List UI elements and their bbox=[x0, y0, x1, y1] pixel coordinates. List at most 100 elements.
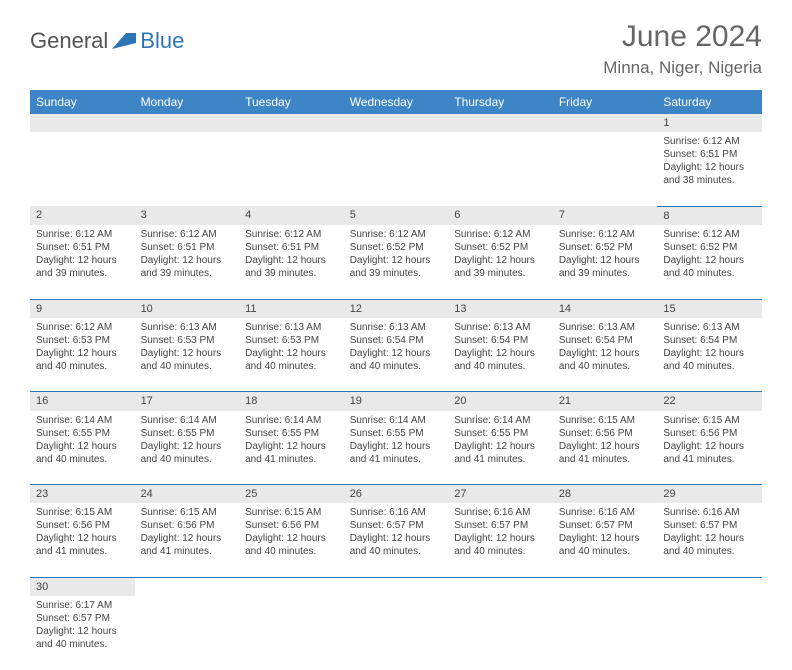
daylight-text: Daylight: 12 hours bbox=[559, 440, 652, 453]
day-detail-cell: Sunrise: 6:14 AMSunset: 6:55 PMDaylight:… bbox=[448, 411, 553, 485]
day-number-cell bbox=[448, 114, 553, 132]
sunrise-text: Sunrise: 6:13 AM bbox=[141, 321, 234, 334]
sunset-text: Sunset: 6:57 PM bbox=[559, 519, 652, 532]
day-detail-cell: Sunrise: 6:12 AMSunset: 6:51 PMDaylight:… bbox=[239, 225, 344, 299]
daylight-text: Daylight: 12 hours bbox=[245, 440, 338, 453]
day-number-cell: 29 bbox=[657, 485, 762, 504]
sunrise-text: Sunrise: 6:15 AM bbox=[141, 506, 234, 519]
day-number-cell bbox=[448, 577, 553, 596]
day-number-cell: 19 bbox=[344, 392, 449, 411]
title-block: June 2024 Minna, Niger, Nigeria bbox=[603, 20, 762, 78]
sunset-text: Sunset: 6:54 PM bbox=[350, 334, 443, 347]
sunset-text: Sunset: 6:52 PM bbox=[454, 241, 547, 254]
daylight-text: Daylight: 12 hours bbox=[141, 254, 234, 267]
daylight-text: Daylight: 12 hours bbox=[350, 347, 443, 360]
daylight-text: and 40 minutes. bbox=[350, 360, 443, 373]
sunrise-text: Sunrise: 6:14 AM bbox=[36, 414, 129, 427]
day-number-row: 1 bbox=[30, 114, 762, 132]
day-detail-cell bbox=[239, 132, 344, 206]
day-number-cell: 6 bbox=[448, 206, 553, 225]
daylight-text: and 39 minutes. bbox=[350, 267, 443, 280]
sunset-text: Sunset: 6:54 PM bbox=[559, 334, 652, 347]
day-number-cell: 7 bbox=[553, 206, 658, 225]
sunset-text: Sunset: 6:56 PM bbox=[141, 519, 234, 532]
day-number-cell bbox=[553, 114, 658, 132]
day-detail-cell: Sunrise: 6:12 AMSunset: 6:52 PMDaylight:… bbox=[553, 225, 658, 299]
sunrise-text: Sunrise: 6:12 AM bbox=[36, 321, 129, 334]
daylight-text: and 40 minutes. bbox=[141, 360, 234, 373]
sunset-text: Sunset: 6:51 PM bbox=[141, 241, 234, 254]
day-number-cell: 2 bbox=[30, 206, 135, 225]
day-detail-cell bbox=[135, 132, 240, 206]
day-number-cell bbox=[553, 577, 658, 596]
day-detail-row: Sunrise: 6:14 AMSunset: 6:55 PMDaylight:… bbox=[30, 411, 762, 485]
day-detail-cell bbox=[448, 596, 553, 670]
day-number-cell: 20 bbox=[448, 392, 553, 411]
day-detail-cell bbox=[657, 596, 762, 670]
sunset-text: Sunset: 6:55 PM bbox=[245, 427, 338, 440]
sunrise-text: Sunrise: 6:16 AM bbox=[559, 506, 652, 519]
sunrise-text: Sunrise: 6:13 AM bbox=[350, 321, 443, 334]
daylight-text: and 41 minutes. bbox=[36, 545, 129, 558]
day-detail-cell: Sunrise: 6:15 AMSunset: 6:56 PMDaylight:… bbox=[30, 503, 135, 577]
daylight-text: and 40 minutes. bbox=[245, 360, 338, 373]
day-detail-cell: Sunrise: 6:13 AMSunset: 6:53 PMDaylight:… bbox=[135, 318, 240, 392]
day-number-cell: 24 bbox=[135, 485, 240, 504]
daylight-text: and 40 minutes. bbox=[663, 545, 756, 558]
daylight-text: Daylight: 12 hours bbox=[663, 440, 756, 453]
sunset-text: Sunset: 6:51 PM bbox=[36, 241, 129, 254]
daylight-text: Daylight: 12 hours bbox=[141, 532, 234, 545]
day-number-cell: 27 bbox=[448, 485, 553, 504]
day-detail-cell: Sunrise: 6:13 AMSunset: 6:54 PMDaylight:… bbox=[657, 318, 762, 392]
daylight-text: Daylight: 12 hours bbox=[350, 440, 443, 453]
day-detail-cell: Sunrise: 6:16 AMSunset: 6:57 PMDaylight:… bbox=[657, 503, 762, 577]
daylight-text: Daylight: 12 hours bbox=[454, 440, 547, 453]
daylight-text: Daylight: 12 hours bbox=[245, 347, 338, 360]
page-title: June 2024 bbox=[603, 20, 762, 54]
daylight-text: and 41 minutes. bbox=[245, 453, 338, 466]
daylight-text: and 41 minutes. bbox=[454, 453, 547, 466]
header: General Blue June 2024 Minna, Niger, Nig… bbox=[30, 20, 762, 78]
daylight-text: Daylight: 12 hours bbox=[559, 254, 652, 267]
sunrise-text: Sunrise: 6:15 AM bbox=[36, 506, 129, 519]
daylight-text: and 40 minutes. bbox=[245, 545, 338, 558]
sunrise-text: Sunrise: 6:12 AM bbox=[663, 228, 756, 241]
daylight-text: and 40 minutes. bbox=[454, 545, 547, 558]
day-number-cell: 21 bbox=[553, 392, 658, 411]
daylight-text: and 40 minutes. bbox=[559, 360, 652, 373]
location-label: Minna, Niger, Nigeria bbox=[603, 58, 762, 78]
daylight-text: and 39 minutes. bbox=[454, 267, 547, 280]
weekday-header: Wednesday bbox=[344, 90, 449, 114]
daylight-text: and 40 minutes. bbox=[454, 360, 547, 373]
brand-text-1: General bbox=[30, 28, 108, 54]
day-detail-cell: Sunrise: 6:13 AMSunset: 6:54 PMDaylight:… bbox=[344, 318, 449, 392]
day-detail-cell: Sunrise: 6:12 AMSunset: 6:52 PMDaylight:… bbox=[344, 225, 449, 299]
sunset-text: Sunset: 6:56 PM bbox=[245, 519, 338, 532]
day-detail-cell: Sunrise: 6:15 AMSunset: 6:56 PMDaylight:… bbox=[553, 411, 658, 485]
sunset-text: Sunset: 6:52 PM bbox=[663, 241, 756, 254]
daylight-text: and 41 minutes. bbox=[350, 453, 443, 466]
daylight-text: and 40 minutes. bbox=[663, 360, 756, 373]
sunset-text: Sunset: 6:57 PM bbox=[454, 519, 547, 532]
daylight-text: Daylight: 12 hours bbox=[559, 347, 652, 360]
daylight-text: and 40 minutes. bbox=[36, 638, 129, 651]
daylight-text: Daylight: 12 hours bbox=[36, 440, 129, 453]
daylight-text: and 39 minutes. bbox=[36, 267, 129, 280]
daylight-text: Daylight: 12 hours bbox=[454, 347, 547, 360]
daylight-text: and 41 minutes. bbox=[559, 453, 652, 466]
day-number-cell: 18 bbox=[239, 392, 344, 411]
day-detail-cell bbox=[135, 596, 240, 670]
sunset-text: Sunset: 6:52 PM bbox=[559, 241, 652, 254]
day-number-row: 23242526272829 bbox=[30, 485, 762, 504]
daylight-text: Daylight: 12 hours bbox=[663, 347, 756, 360]
day-number-cell: 16 bbox=[30, 392, 135, 411]
day-number-cell: 9 bbox=[30, 299, 135, 318]
sunrise-text: Sunrise: 6:15 AM bbox=[245, 506, 338, 519]
sunrise-text: Sunrise: 6:17 AM bbox=[36, 599, 129, 612]
day-detail-cell: Sunrise: 6:12 AMSunset: 6:52 PMDaylight:… bbox=[448, 225, 553, 299]
daylight-text: and 40 minutes. bbox=[36, 453, 129, 466]
day-number-cell: 5 bbox=[344, 206, 449, 225]
daylight-text: Daylight: 12 hours bbox=[350, 254, 443, 267]
sunset-text: Sunset: 6:55 PM bbox=[141, 427, 234, 440]
calendar-body: 1Sunrise: 6:12 AMSunset: 6:51 PMDaylight… bbox=[30, 114, 762, 670]
